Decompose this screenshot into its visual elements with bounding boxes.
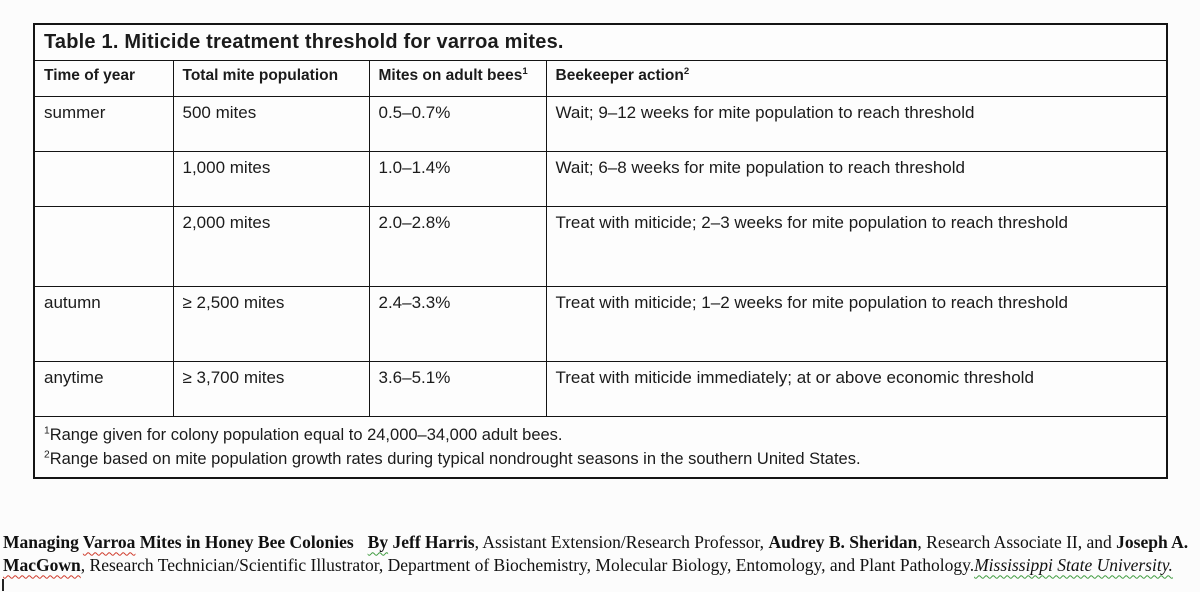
cell-mites-on-adult-bees: 1.0–1.4% bbox=[368, 151, 547, 207]
table-header-row: Time of year Total mite population Mites… bbox=[33, 60, 1168, 97]
cell-beekeeper-action: Treat with miticide; 1–2 weeks for mite … bbox=[545, 286, 1168, 362]
cell-beekeeper-action: Wait; 9–12 weeks for mite population to … bbox=[545, 96, 1168, 152]
table-row: 2,000 mites 2.0–2.8% Treat with miticide… bbox=[33, 206, 1168, 287]
author-jeff-harris: Jeff Harris bbox=[388, 531, 475, 552]
cell-time-of-year bbox=[33, 151, 174, 207]
column-header-label: Total mite population bbox=[182, 67, 339, 84]
table-footnotes: 1Range given for colony population equal… bbox=[33, 416, 1168, 479]
cell-beekeeper-action: Wait; 6–8 weeks for mite population to r… bbox=[545, 151, 1168, 207]
column-header-total-mite-population: Total mite population bbox=[172, 60, 370, 97]
cell-total-mite-population: 500 mites bbox=[172, 96, 370, 152]
author-role: , Research Associate II, and bbox=[917, 531, 1117, 552]
cell-mites-on-adult-bees: 2.0–2.8% bbox=[368, 206, 547, 287]
column-header-beekeeper-action: Beekeeper action2 bbox=[545, 60, 1168, 97]
cell-time-of-year bbox=[33, 206, 174, 287]
column-header-label: Time of year bbox=[44, 67, 136, 84]
author-role: , Research Technician/Scientific Illustr… bbox=[80, 554, 975, 575]
cell-mites-on-adult-bees: 0.5–0.7% bbox=[368, 96, 547, 152]
author-audrey-sheridan: Audrey B. Sheridan bbox=[768, 531, 918, 552]
cell-mites-on-adult-bees: 3.6–5.1% bbox=[368, 361, 547, 417]
publication-title: Managing bbox=[3, 531, 83, 552]
miticide-threshold-table: Table 1. Miticide treatment threshold fo… bbox=[33, 23, 1169, 479]
affiliation: Mississippi State University. bbox=[974, 554, 1173, 575]
table-title-row: Table 1. Miticide treatment threshold fo… bbox=[33, 23, 1168, 61]
cell-time-of-year: anytime bbox=[33, 361, 174, 417]
footnote-2: 2Range based on mite population growth r… bbox=[44, 447, 1157, 471]
byline-by-label: By bbox=[367, 531, 389, 552]
column-header-time-of-year: Time of year bbox=[33, 60, 174, 97]
footnote-marker: 1 bbox=[522, 65, 528, 77]
author-role: , Assistant Extension/Research Professor… bbox=[474, 531, 769, 552]
column-header-label: Beekeeper action bbox=[555, 67, 684, 84]
cell-beekeeper-action: Treat with miticide immediately; at or a… bbox=[545, 361, 1168, 417]
text-cursor bbox=[2, 579, 4, 591]
author-joseph-macgown: Joseph A. bbox=[1116, 531, 1189, 552]
cell-total-mite-population: 1,000 mites bbox=[172, 151, 370, 207]
table-title: Table 1. Miticide treatment threshold fo… bbox=[33, 23, 1168, 61]
cell-total-mite-population: ≥ 3,700 mites bbox=[172, 361, 370, 417]
footnote-marker: 2 bbox=[44, 449, 50, 461]
cell-time-of-year: autumn bbox=[33, 286, 174, 362]
footnote-text: Range based on mite population growth ra… bbox=[49, 450, 861, 468]
footnote-1: 1Range given for colony population equal… bbox=[44, 423, 1157, 447]
column-header-mites-on-adult-bees: Mites on adult bees1 bbox=[368, 60, 547, 97]
footnote-text: Range given for colony population equal … bbox=[49, 426, 563, 444]
cell-total-mite-population: ≥ 2,500 mites bbox=[172, 286, 370, 362]
table-row: summer 500 mites 0.5–0.7% Wait; 9–12 wee… bbox=[33, 96, 1168, 152]
document-caption[interactable]: Managing Varroa Mites in Honey Bee Colon… bbox=[3, 531, 1198, 577]
publication-title: Mites in Honey Bee Colonies bbox=[135, 531, 354, 552]
table-row: anytime ≥ 3,700 mites 3.6–5.1% Treat wit… bbox=[33, 361, 1168, 417]
cell-time-of-year: summer bbox=[33, 96, 174, 152]
publication-title-spellcheck-word: Varroa bbox=[82, 531, 136, 552]
footnote-marker: 1 bbox=[44, 425, 50, 437]
footnote-marker: 2 bbox=[683, 65, 690, 77]
cell-mites-on-adult-bees: 2.4–3.3% bbox=[368, 286, 547, 362]
column-header-label: Mites on adult bees bbox=[378, 67, 523, 84]
table-row: autumn ≥ 2,500 mites 2.4–3.3% Treat with… bbox=[33, 286, 1168, 362]
cell-beekeeper-action: Treat with miticide; 2–3 weeks for mite … bbox=[545, 206, 1168, 287]
author-joseph-macgown-surname: MacGown bbox=[3, 554, 81, 575]
table-footnotes-row: 1Range given for colony population equal… bbox=[33, 416, 1168, 479]
table-row: 1,000 mites 1.0–1.4% Wait; 6–8 weeks for… bbox=[33, 151, 1168, 207]
cell-total-mite-population: 2,000 mites bbox=[172, 206, 370, 287]
